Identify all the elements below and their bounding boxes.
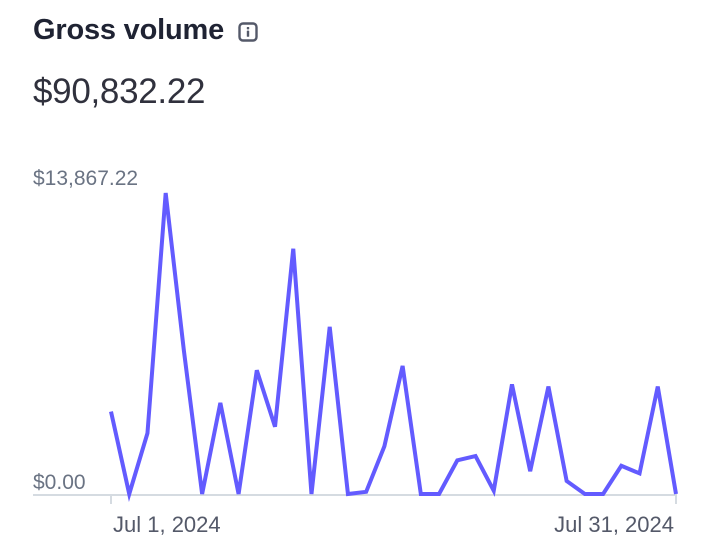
chart-header: Gross volume bbox=[33, 14, 258, 47]
data-point[interactable] bbox=[105, 406, 117, 418]
info-icon[interactable] bbox=[238, 21, 258, 42]
data-point[interactable] bbox=[561, 475, 573, 487]
data-point[interactable] bbox=[597, 488, 609, 500]
data-point[interactable] bbox=[287, 243, 299, 255]
data-point[interactable] bbox=[397, 360, 409, 372]
data-point[interactable] bbox=[141, 427, 153, 439]
data-point[interactable] bbox=[196, 488, 208, 500]
data-point[interactable] bbox=[324, 321, 336, 333]
data-point[interactable] bbox=[178, 345, 190, 357]
data-point[interactable] bbox=[488, 485, 500, 497]
total-value: $90,832.22 bbox=[33, 72, 206, 111]
data-point[interactable] bbox=[615, 460, 627, 472]
data-point[interactable] bbox=[542, 381, 554, 393]
y-tick-label-max: $13,867.22 bbox=[33, 167, 138, 190]
x-tick-label-end: Jul 31, 2024 bbox=[554, 512, 674, 537]
data-point[interactable] bbox=[214, 397, 226, 409]
data-point[interactable] bbox=[305, 488, 317, 500]
data-point[interactable] bbox=[360, 486, 372, 498]
data-point[interactable] bbox=[634, 467, 646, 479]
data-point[interactable] bbox=[524, 465, 536, 477]
data-point[interactable] bbox=[251, 364, 263, 376]
data-point[interactable] bbox=[506, 378, 518, 390]
chart-title: Gross volume bbox=[33, 14, 224, 46]
data-point[interactable] bbox=[415, 488, 427, 500]
data-point[interactable] bbox=[233, 488, 245, 500]
series-group bbox=[105, 187, 682, 502]
series-line bbox=[109, 192, 678, 502]
y-tick-label-min: $0.00 bbox=[33, 471, 86, 494]
data-point[interactable] bbox=[451, 454, 463, 466]
data-point[interactable] bbox=[378, 440, 390, 452]
data-point[interactable] bbox=[160, 187, 172, 199]
data-point[interactable] bbox=[123, 488, 135, 500]
data-point[interactable] bbox=[342, 488, 354, 500]
data-point[interactable] bbox=[652, 381, 664, 393]
x-tick-label-start: Jul 1, 2024 bbox=[113, 512, 221, 537]
data-point[interactable] bbox=[670, 488, 682, 500]
data-point[interactable] bbox=[579, 488, 591, 500]
data-point[interactable] bbox=[470, 450, 482, 462]
data-point[interactable] bbox=[269, 421, 281, 433]
data-point[interactable] bbox=[433, 488, 445, 500]
